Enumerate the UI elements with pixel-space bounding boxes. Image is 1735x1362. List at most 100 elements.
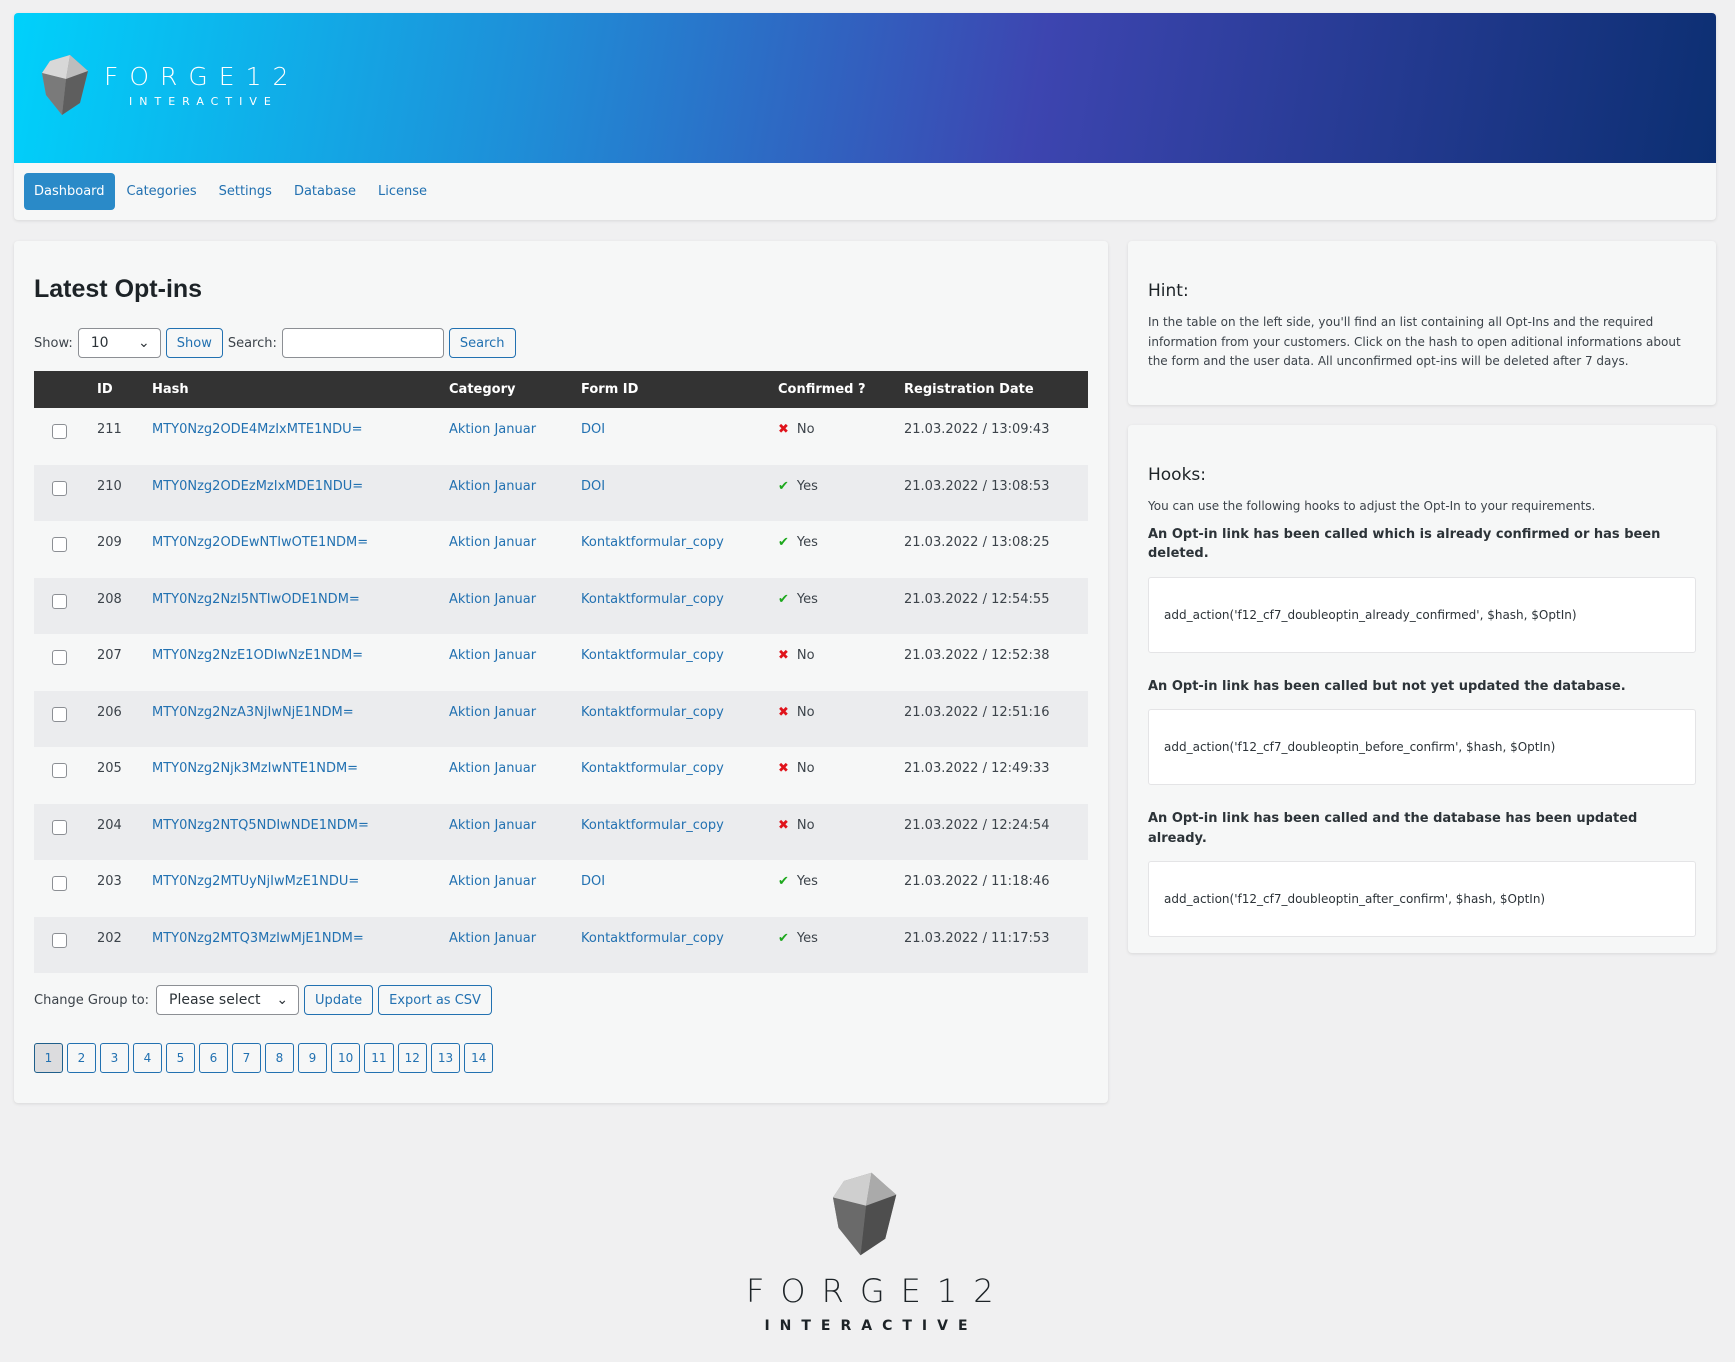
row-category-link[interactable]: Aktion Januar [449, 704, 537, 720]
row-checkbox[interactable] [52, 706, 67, 722]
row-hash-link[interactable]: MTY0Nzg2MTQ3MzIwMjE1NDM= [152, 930, 364, 946]
row-date: 21.03.2022 / 12:54:55 [904, 591, 1050, 607]
col-id: ID [97, 382, 113, 397]
hook-desc: An Opt-in link has been called and the d… [1148, 811, 1638, 846]
row-form-link[interactable]: Kontaktformular_copy [581, 761, 724, 776]
page-button[interactable]: 9 [298, 1043, 327, 1073]
row-category-link[interactable]: Aktion Januar [449, 422, 537, 437]
page-title: Latest Opt-ins [34, 275, 203, 303]
row-date: 21.03.2022 / 12:51:16 [904, 704, 1050, 720]
row-category-link[interactable]: Aktion Januar [449, 648, 537, 663]
nav-settings[interactable]: Settings [218, 184, 272, 199]
row-id: 210 [97, 478, 122, 494]
row-category-link[interactable]: Aktion Januar [449, 761, 537, 776]
row-hash-link[interactable]: MTY0Nzg2ODEwNTIwOTE1NDM= [152, 535, 369, 550]
table-row: 210 MTY0Nzg2ODEzMzIxMDE1NDU= Aktion Janu… [34, 464, 1088, 521]
page-button[interactable]: 10 [331, 1043, 361, 1073]
pagination: 1 2 3 4 5 6 7 8 9 10 11 12 13 14 [34, 1043, 1088, 1073]
nav-database[interactable]: Database [293, 184, 356, 199]
row-checkbox[interactable] [52, 424, 67, 439]
page-button[interactable]: 5 [166, 1043, 195, 1073]
row-date: 21.03.2022 / 11:18:46 [904, 874, 1050, 889]
export-csv-button[interactable]: Export as CSV [378, 985, 492, 1015]
col-select [34, 371, 97, 408]
row-hash-link[interactable]: MTY0Nzg2Njk3MzIwNTE1NDM= [152, 761, 359, 776]
check-icon: ✔ [778, 591, 789, 607]
row-date: 21.03.2022 / 13:08:53 [904, 478, 1050, 494]
page-button[interactable]: 14 [464, 1043, 494, 1073]
row-form-link[interactable]: Kontaktformular_copy [581, 648, 724, 663]
row-hash-link[interactable]: MTY0Nzg2NzA3NjIwNjE1NDM= [152, 704, 354, 720]
row-hash-link[interactable]: MTY0Nzg2ODE4MzIxMTE1NDU= [152, 422, 363, 437]
nav-categories[interactable]: Categories [126, 184, 197, 199]
row-category-link[interactable]: Aktion Januar [449, 930, 537, 946]
nav-license[interactable]: License [377, 184, 427, 199]
table-row: 207 MTY0Nzg2NzE1ODIwNzE1NDM= Aktion Janu… [34, 634, 1088, 691]
row-form-link[interactable]: Kontaktformular_copy [581, 817, 724, 833]
row-category-link[interactable]: Aktion Januar [449, 874, 537, 889]
page-button[interactable]: 8 [265, 1043, 294, 1073]
row-category-link[interactable]: Aktion Januar [449, 591, 537, 607]
row-checkbox[interactable] [52, 650, 67, 665]
row-form-link[interactable]: Kontaktformular_copy [581, 930, 724, 946]
row-form-link[interactable]: Kontaktformular_copy [581, 535, 724, 550]
row-confirmed: No [796, 817, 815, 833]
row-confirmed: Yes [796, 930, 818, 946]
row-checkbox[interactable] [52, 763, 67, 778]
group-select-value: Please select [169, 992, 261, 1008]
row-confirmed: Yes [796, 874, 818, 889]
page-button[interactable]: 12 [397, 1043, 427, 1073]
update-button[interactable]: Update [304, 985, 374, 1015]
cross-icon: ✖ [778, 704, 789, 720]
table-row: 209 MTY0Nzg2ODEwNTIwOTE1NDM= Aktion Janu… [34, 521, 1088, 578]
page-button[interactable]: 7 [232, 1043, 261, 1073]
page-button[interactable]: 11 [364, 1043, 394, 1073]
row-form-link[interactable]: Kontaktformular_copy [581, 591, 724, 607]
group-select[interactable]: Please select ⌄ [156, 985, 300, 1015]
page-button[interactable]: 6 [199, 1043, 228, 1073]
hooks-title: Hooks: [1148, 465, 1207, 485]
show-select[interactable]: 10 ⌄ [77, 328, 161, 358]
hooks-panel: Hooks: You can use the following hooks t… [1128, 425, 1716, 953]
table-row: 208 MTY0Nzg2NzI5NTIwODE1NDM= Aktion Janu… [34, 577, 1088, 634]
row-checkbox[interactable] [52, 932, 67, 948]
row-date: 21.03.2022 / 13:08:25 [904, 535, 1050, 550]
optins-table: ID Hash Category Form ID Confirmed ? Reg… [34, 371, 1088, 973]
nav-dashboard[interactable]: Dashboard [24, 173, 115, 210]
page-button[interactable]: 1 [34, 1043, 63, 1073]
row-checkbox[interactable] [52, 593, 67, 609]
search-input[interactable] [281, 328, 444, 358]
row-hash-link[interactable]: MTY0Nzg2NzE1ODIwNzE1NDM= [152, 648, 364, 663]
page-button[interactable]: 13 [430, 1043, 461, 1073]
row-form-link[interactable]: DOI [581, 874, 606, 889]
row-checkbox[interactable] [52, 819, 67, 835]
page-button[interactable]: 3 [100, 1043, 129, 1073]
brand-sub: INTERACTIVE [129, 95, 278, 108]
page-button[interactable]: 2 [67, 1043, 96, 1073]
row-id: 207 [97, 648, 122, 663]
row-hash-link[interactable]: MTY0Nzg2NTQ5NDIwNDE1NDM= [152, 817, 369, 833]
row-checkbox[interactable] [52, 537, 67, 552]
hint-title: Hint: [1148, 281, 1189, 301]
row-category-link[interactable]: Aktion Januar [449, 478, 537, 494]
row-hash-link[interactable]: MTY0Nzg2MTUyNjIwMzE1NDU= [152, 874, 360, 889]
row-checkbox[interactable] [52, 480, 67, 496]
table-row: 203 MTY0Nzg2MTUyNjIwMzE1NDU= Aktion Janu… [34, 860, 1088, 917]
row-form-link[interactable]: DOI [581, 422, 606, 437]
show-button[interactable]: Show [165, 328, 223, 358]
chevron-down-icon: ⌄ [276, 992, 289, 1008]
nav-tabs: Dashboard Categories Settings Database L… [14, 163, 1716, 220]
row-hash-link[interactable]: MTY0Nzg2ODEzMzIxMDE1NDU= [152, 478, 364, 494]
header: FORGE12 INTERACTIVE Dashboard Categories… [14, 13, 1716, 220]
row-hash-link[interactable]: MTY0Nzg2NzI5NTIwODE1NDM= [152, 591, 360, 607]
search-button[interactable]: Search [448, 328, 516, 358]
page-button[interactable]: 4 [133, 1043, 162, 1073]
row-checkbox[interactable] [52, 876, 67, 891]
row-category-link[interactable]: Aktion Januar [449, 817, 537, 833]
row-form-link[interactable]: Kontaktformular_copy [581, 704, 724, 720]
row-confirmed: Yes [796, 535, 818, 550]
row-form-link[interactable]: DOI [581, 478, 606, 494]
row-date: 21.03.2022 / 12:24:54 [904, 817, 1050, 833]
col-form-id: Form ID [581, 382, 639, 397]
row-category-link[interactable]: Aktion Januar [449, 535, 537, 550]
